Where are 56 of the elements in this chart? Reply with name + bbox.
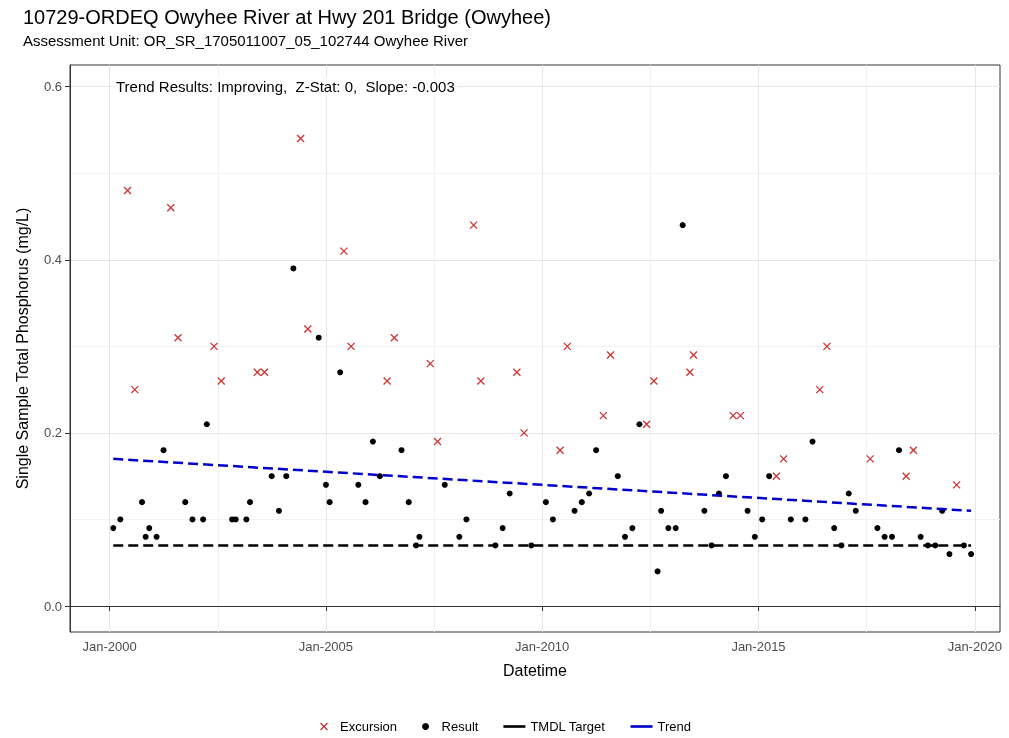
point <box>390 333 399 342</box>
point <box>130 385 139 394</box>
point <box>606 350 615 360</box>
point <box>476 376 486 386</box>
point <box>772 472 781 481</box>
point <box>563 342 572 351</box>
point <box>689 350 698 360</box>
point <box>382 376 392 386</box>
point <box>217 376 226 386</box>
point <box>469 221 478 230</box>
point <box>303 324 312 334</box>
chart-title: 10729-ORDEQ Owyhee River at Hwy 201 Bridge (Owyhee) <box>23 6 551 28</box>
point <box>822 342 832 351</box>
point <box>296 134 305 143</box>
legend-label: Result <box>441 719 479 734</box>
point <box>339 246 348 256</box>
point <box>346 342 356 351</box>
point <box>123 186 132 195</box>
x-axis-title: Datetime <box>502 661 568 679</box>
point <box>642 420 651 429</box>
y-tick-label: 0.4 <box>43 252 62 268</box>
point <box>729 411 738 420</box>
point <box>866 454 875 464</box>
point <box>209 342 219 351</box>
y-tick-label: 0.2 <box>43 425 62 441</box>
x-tick-label: Jan-2010 <box>515 639 570 654</box>
y-tick-label: 0.0 <box>43 598 62 614</box>
point <box>555 446 565 455</box>
x-tick-label: Jan-2000 <box>82 639 137 654</box>
point <box>166 203 175 212</box>
legend-label: Excursion <box>339 719 398 734</box>
y-axis-title: Single Sample Total Phosphorus (mg/L) <box>13 207 31 490</box>
chart-subtitle: Assessment Unit: OR_SR_1705011007_05_102744 Owyhee River <box>23 32 468 49</box>
point <box>426 359 435 368</box>
point <box>599 411 608 420</box>
point <box>902 472 911 481</box>
x-tick-label: Jan-2015 <box>731 639 786 654</box>
annotation: Trend Results: Improving, Z-Stat: 0, Slope: -0.003 <box>116 78 455 95</box>
point <box>815 385 824 394</box>
point <box>253 368 262 377</box>
point <box>952 480 961 489</box>
point <box>260 368 269 377</box>
x-tick-label: Jan-2020 <box>947 639 1002 654</box>
point <box>685 368 695 377</box>
point <box>433 437 442 446</box>
legend-label: Trend <box>657 719 692 734</box>
point <box>736 411 745 420</box>
point <box>779 454 788 464</box>
point <box>909 446 918 455</box>
y-tick-label: 0.6 <box>43 79 62 95</box>
point <box>519 428 529 438</box>
point <box>173 333 183 342</box>
legend-label: TMDL Target <box>530 719 606 734</box>
point <box>649 376 659 386</box>
point <box>512 368 522 377</box>
x-tick-label: Jan-2005 <box>298 639 354 654</box>
